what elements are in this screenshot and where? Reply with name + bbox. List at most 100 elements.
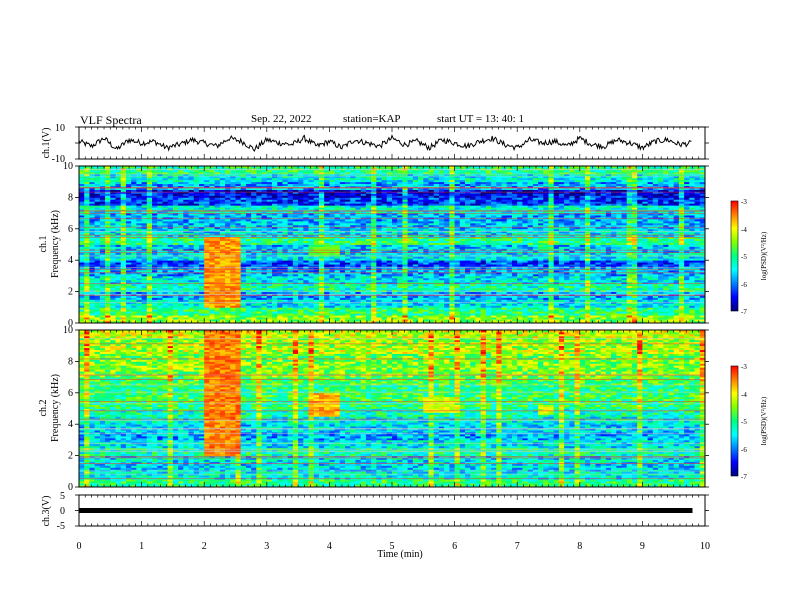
spectrogram-cell — [115, 315, 122, 318]
spectrogram-cell — [261, 220, 268, 224]
spectrogram-cell — [292, 303, 299, 306]
spectrogram-cell — [79, 315, 85, 318]
spectrogram-cell — [105, 201, 111, 204]
spectrogram-cell — [376, 199, 382, 202]
spectrogram-cell — [146, 195, 153, 198]
spectrogram-cell — [115, 240, 122, 243]
spectrogram-cell — [324, 222, 330, 226]
spectrogram-cell — [157, 307, 163, 310]
spectrogram-cell — [183, 228, 189, 232]
spectrogram-cell — [214, 256, 221, 259]
spectrogram-cell — [261, 213, 268, 216]
spectrogram-cell — [230, 226, 236, 230]
spectrogram-cell — [240, 287, 247, 291]
spectrogram-cell — [167, 236, 174, 240]
spectrogram-cell — [214, 313, 221, 316]
spectrogram-cell — [152, 277, 158, 281]
spectrogram-cell — [219, 258, 226, 261]
spectrogram-cell — [157, 203, 163, 206]
spectrogram-cell — [303, 315, 309, 318]
spectrogram-cell — [204, 193, 210, 196]
spectrogram-cell — [172, 299, 179, 302]
spectrogram-cell — [152, 287, 158, 291]
spectrogram-cell — [245, 246, 252, 249]
spectrogram-cell — [235, 260, 242, 263]
spectrogram-cell — [386, 183, 393, 187]
spectrogram-cell — [99, 248, 106, 251]
spectrogram-cell — [251, 254, 257, 257]
spectrogram-cell — [272, 166, 278, 169]
spectrogram-cell — [167, 169, 174, 173]
spectrogram-cell — [131, 254, 137, 257]
spectrogram-cell — [178, 177, 184, 181]
spectrogram-cell — [172, 317, 179, 320]
spectrogram-cell — [245, 181, 252, 185]
spectrogram-cell — [178, 283, 184, 287]
spectrogram-cell — [105, 185, 111, 188]
spectrogram-cell — [287, 199, 294, 202]
spectrogram-cell — [292, 283, 299, 287]
spectrogram-cell — [141, 197, 148, 200]
spectrogram-cell — [339, 252, 346, 255]
spectrogram-cell — [152, 315, 158, 318]
spectrogram-cell — [365, 205, 372, 208]
spectrogram-cell — [308, 191, 315, 194]
spectrogram-cell — [89, 218, 96, 222]
spectrogram-cell — [79, 185, 85, 188]
spectrogram-cell — [339, 315, 346, 318]
spectrogram-cell — [120, 228, 127, 232]
spectrogram-cell — [225, 246, 231, 249]
spectrogram-cell — [386, 215, 393, 218]
spectrogram-cell — [277, 317, 283, 320]
spectrogram-cell — [193, 209, 200, 212]
spectrogram-cell — [162, 173, 169, 177]
spectrogram-cell — [303, 177, 309, 181]
spectrogram-cell — [355, 315, 362, 318]
spectrogram-cell — [209, 262, 216, 265]
spectrogram-cell — [266, 171, 273, 175]
spectrogram-cell — [152, 193, 158, 196]
spectrogram-cell — [277, 252, 283, 255]
spectrogram-cell — [303, 258, 309, 261]
spectrogram-cell — [350, 167, 356, 171]
spectrogram-cell — [355, 218, 362, 222]
spectrogram-cell — [99, 244, 106, 247]
spectrogram-cell — [287, 242, 294, 245]
spectrogram-cell — [313, 275, 320, 279]
spectrogram-cell — [84, 218, 90, 222]
spectrogram-cell — [141, 248, 148, 251]
spectrogram-cell — [146, 189, 153, 192]
spectrogram-cell — [167, 207, 174, 210]
spectrogram-cell — [183, 242, 189, 245]
spectrogram-cell — [105, 189, 111, 192]
spectrogram-cell — [79, 250, 85, 253]
spectrogram-cell — [339, 313, 346, 316]
spectrogram-cell — [303, 262, 309, 265]
spectrogram-cell — [162, 273, 169, 277]
spectrogram-cell — [350, 240, 356, 243]
spectrogram-cell — [277, 213, 283, 216]
spectrogram-cell — [214, 309, 221, 312]
spectrogram-cell — [256, 209, 262, 212]
spectrogram-cell — [136, 175, 142, 179]
spectrogram-cell — [225, 277, 231, 281]
spectrogram-cell — [188, 244, 195, 247]
spectrogram-cell — [334, 191, 341, 194]
spectrogram-cell — [245, 171, 252, 175]
spectrogram-cell — [339, 287, 346, 291]
spectrogram-cell — [99, 218, 106, 222]
spectrogram-cell — [183, 213, 189, 216]
spectrogram-cell — [345, 167, 351, 171]
spectrogram-cell — [329, 209, 336, 212]
spectrogram-cell — [360, 248, 367, 251]
spectrogram-cell — [84, 203, 90, 206]
spectrogram-cell — [84, 193, 90, 196]
spectrogram-cell — [84, 177, 90, 181]
spectrogram-cell — [146, 248, 153, 251]
spectrogram-cell — [136, 185, 142, 188]
spectrogram-cell — [266, 220, 273, 224]
spectrogram-cell — [136, 250, 142, 253]
spectrogram-cell — [397, 222, 403, 226]
spectrogram-cell — [345, 222, 351, 226]
